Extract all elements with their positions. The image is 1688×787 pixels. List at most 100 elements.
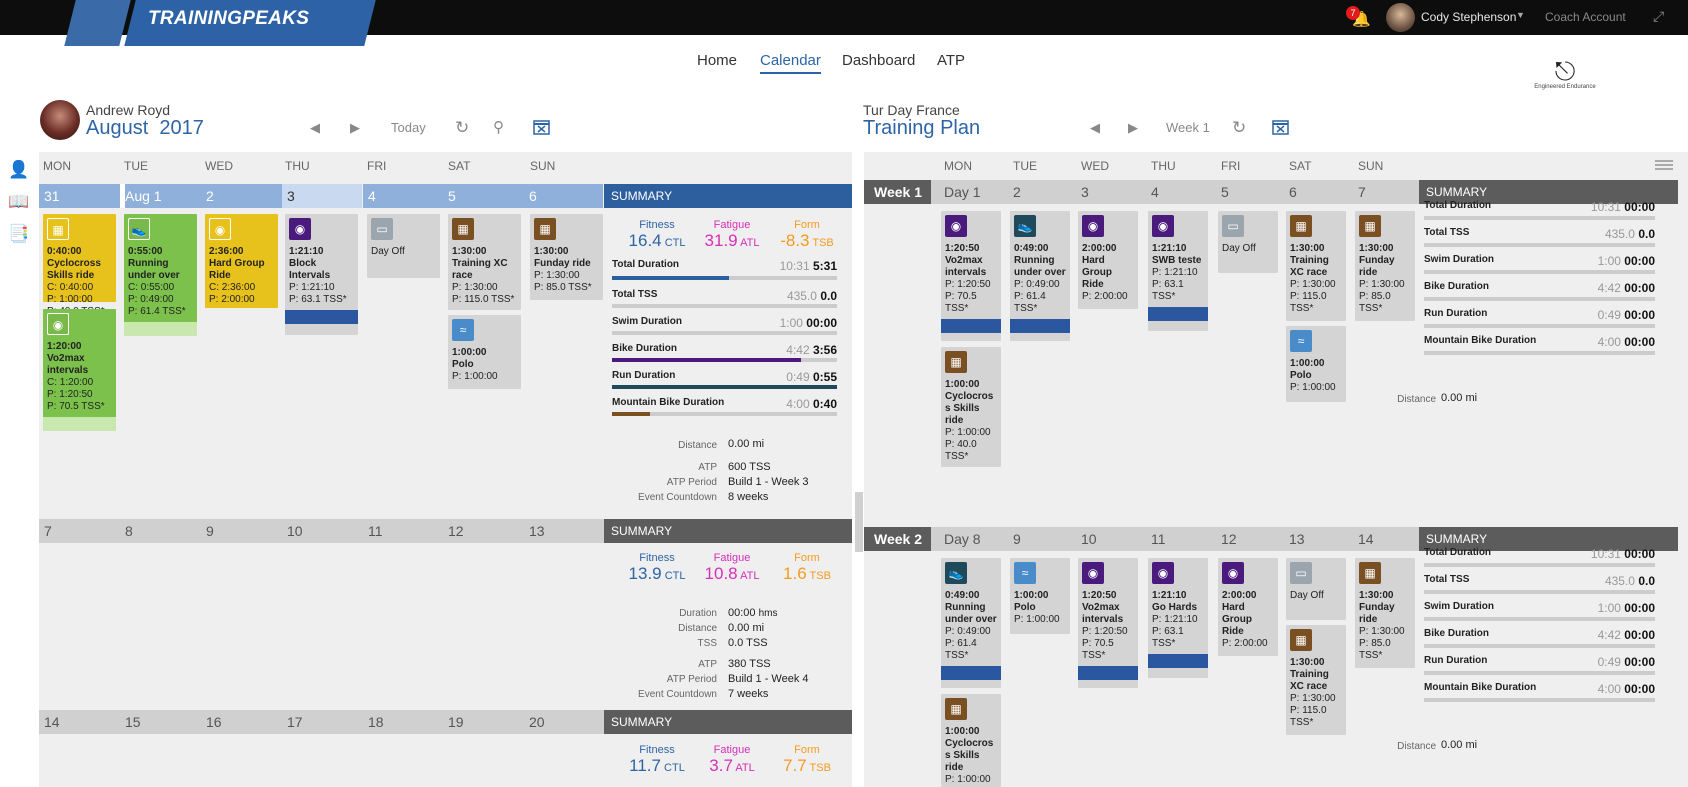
avatar[interactable] [1386, 3, 1415, 32]
date-cell[interactable]: 20 [529, 714, 545, 730]
workout-card[interactable]: ◉ 1:20:50 Vo2max intervals P: 1:20:50 P: 7… [941, 211, 1001, 341]
week-row: Week 1 Day 1 2 3 4 5 6 7 SUMMARY [864, 180, 1678, 204]
bike-icon: ◉ [1082, 215, 1104, 237]
workout-card[interactable]: ▦ 1:30:00 Funday ride P: 1:30:00 P: 85.0 TS… [1355, 211, 1415, 321]
progress-bar [1424, 617, 1655, 621]
date-cell[interactable]: 15 [125, 714, 141, 730]
workout-card[interactable]: ▭ Day Off [1218, 211, 1278, 273]
workout-card[interactable]: ▦ 1:00:00 Cyclocros s Skills ride P: 1:00… [941, 347, 1001, 467]
next-arrow-icon[interactable]: ▶ [1128, 120, 1138, 135]
workout-card[interactable]: ▦ 1:30:00 Funday ride P: 1:30:00 P: 85.0 TS… [1355, 558, 1415, 668]
workout-card[interactable]: ▦ 1:30:00 Training XC race P: 1:30:00 P: 1… [1286, 625, 1346, 735]
atp-value: 600 TSS [728, 461, 771, 473]
workout-card[interactable]: ≈ 1:00:00 Polo P: 1:00:00 [448, 315, 521, 389]
workout-card[interactable]: 👟 0:55:00 Running under over C: 0:55:00 P:… [124, 214, 197, 336]
form-metric: Form 7.7 TSB [783, 744, 831, 775]
athlete-avatar[interactable] [40, 100, 80, 140]
week-label: Week 1 [864, 180, 931, 204]
workout-card[interactable]: ≈ 1:00:00 Polo P: 1:00:00 [1286, 326, 1346, 402]
date-cell[interactable]: 11 [368, 523, 383, 539]
mountain-bike-icon: ▦ [1290, 629, 1312, 651]
workout-card[interactable]: ≈ 1:00:00 Polo P: 1:00:00 [1010, 558, 1070, 634]
mountain-bike-icon: ▦ [1290, 215, 1312, 237]
date-cell[interactable]: 14 [44, 714, 60, 730]
nav-dashboard[interactable]: Dashboard [842, 52, 916, 69]
workout-card[interactable]: 👟 0:49:00 Running under over P: 0:49:00 P:… [1010, 211, 1070, 341]
date-cell[interactable]: 2 [206, 188, 214, 204]
coach-account-link[interactable]: Coach Account [1545, 10, 1626, 24]
menu-icon[interactable] [1655, 160, 1673, 170]
intervals-chart [124, 322, 197, 336]
scrollbar[interactable] [852, 152, 864, 787]
user-name[interactable]: Cody Stephenson [1421, 10, 1517, 24]
prev-arrow-icon[interactable]: ◀ [310, 120, 320, 135]
fitness-metric: Fitness 16.4 CTL [628, 219, 686, 250]
date-cell[interactable]: 7 [44, 523, 52, 539]
fatigue-metric: Fatigue 10.8 ATL [704, 552, 760, 583]
date-cell[interactable]: 12 [448, 523, 464, 539]
athlete-library-icon[interactable]: 👤 [8, 160, 30, 179]
prev-arrow-icon[interactable]: ◀ [1090, 120, 1100, 135]
summary-header: SUMMARY [604, 519, 852, 543]
chevron-down-icon[interactable]: ▼ [1516, 10, 1525, 20]
nav-calendar[interactable]: Calendar [760, 52, 821, 74]
notification-badge[interactable]: 7 [1346, 6, 1360, 20]
week-label: Week 2 [864, 527, 931, 551]
plan-library-icon[interactable]: 📑 [8, 224, 30, 243]
workout-card[interactable]: ◉ 1:20:00 Vo2max intervals C: 1:20:00 P: 1… [43, 309, 116, 431]
mountain-bike-icon: ▦ [1359, 562, 1381, 584]
date-cell[interactable]: 10 [287, 523, 303, 539]
book-icon[interactable]: 📖 [8, 192, 30, 211]
search-icon[interactable]: ⚲ [493, 119, 504, 136]
workout-card[interactable]: ◉ 2:00:00 Hard Group Ride P: 2:00:00 [1218, 558, 1278, 656]
date-cell[interactable]: 8 [125, 523, 133, 539]
workout-card[interactable]: ◉ 1:21:10 SWB teste P: 1:21:10 P: 63.1 TSS* [1148, 211, 1208, 331]
workout-card[interactable]: ▭ Day Off [367, 214, 440, 278]
expand-icon[interactable]: ⤢ [1653, 8, 1665, 24]
summary-row: Swim Duration 1:00 00:00 [612, 316, 837, 330]
today-button[interactable]: Today [391, 120, 426, 135]
workout-card[interactable]: ▦ 1:30:00 Training XC race P: 1:30:00 P: 1… [1286, 211, 1346, 321]
date-cell[interactable]: 9 [206, 523, 214, 539]
summary-row: Mountain Bike Duration 4:00 0:40 [612, 397, 837, 411]
date-cell[interactable]: 18 [368, 714, 384, 730]
calendar-icon[interactable] [1272, 118, 1289, 135]
nav-home[interactable]: Home [697, 52, 738, 69]
workout-card[interactable]: ▦ 1:00:00 Cyclocros s Skills ride P: 1:00… [941, 694, 1001, 787]
workout-card[interactable]: ▭ Day Off [1286, 558, 1346, 620]
day-header-thu: THU [285, 159, 310, 173]
week-label[interactable]: Week 1 [1166, 120, 1210, 135]
trainingpeaks-logo[interactable]: TRAININGPEAKS [148, 8, 310, 29]
date-cell[interactable]: 19 [448, 714, 464, 730]
next-arrow-icon[interactable]: ▶ [350, 120, 360, 135]
date-cell[interactable]: 31 [39, 184, 282, 208]
date-cell[interactable]: 16 [206, 714, 222, 730]
workout-card[interactable]: ▦ 1:30:00 Funday ride P: 1:30:00 P: 85.0 T… [530, 214, 603, 300]
workout-card[interactable]: ◉ 1:20:50 Vo2max intervals P: 1:20:50 P: 7… [1078, 558, 1138, 688]
summary-row: Run Duration 0:49 00:00 [1424, 308, 1655, 322]
workout-card[interactable]: ▦ 1:30:00 Training XC race P: 1:30:00 P: 1… [448, 214, 521, 310]
date-cell[interactable]: 17 [287, 714, 303, 730]
progress-bar [1424, 297, 1655, 301]
progress-bar [1424, 644, 1655, 648]
workout-card[interactable]: ▦ 0:40:00 Cyclocross Skills ride C: 0:40:… [43, 214, 116, 317]
form-metric: Form -8.3 TSB [780, 219, 834, 250]
workout-card[interactable]: 👟 0:49:00 Running under over P: 0:49:00 P:… [941, 558, 1001, 688]
week-row: 14 15 16 17 18 19 20 SUMMARY [39, 710, 852, 734]
scrollbar-thumb[interactable] [855, 492, 863, 552]
nav-atp[interactable]: ATP [937, 52, 966, 69]
date-cell[interactable]: Aug 1 [125, 188, 162, 204]
progress-bar [1424, 243, 1655, 247]
workout-card[interactable]: ◉ 2:00:00 Hard Group Ride P: 2:00:00 [1078, 211, 1138, 309]
date-cell[interactable]: 5 [448, 188, 456, 204]
calendar-icon[interactable] [533, 118, 550, 135]
refresh-icon[interactable]: ↻ [455, 118, 470, 137]
date-cell[interactable]: 4 [363, 184, 603, 208]
date-cell[interactable]: 13 [529, 523, 545, 539]
date-cell[interactable]: 6 [529, 188, 537, 204]
workout-card[interactable]: ◉ 2:36:00 Hard Group Ride C: 2:36:00 P: 2:… [205, 214, 278, 308]
refresh-icon[interactable]: ↻ [1232, 118, 1247, 137]
workout-card[interactable]: ◉ 1:21:10 Go Hards P: 1:21:10 P: 63.1 TSS* [1148, 558, 1208, 678]
workout-card[interactable]: ◉ 1:21:10 Block Intervals P: 1:21:10 P: 63… [285, 214, 358, 335]
date-cell-today[interactable]: 3 [282, 184, 362, 208]
